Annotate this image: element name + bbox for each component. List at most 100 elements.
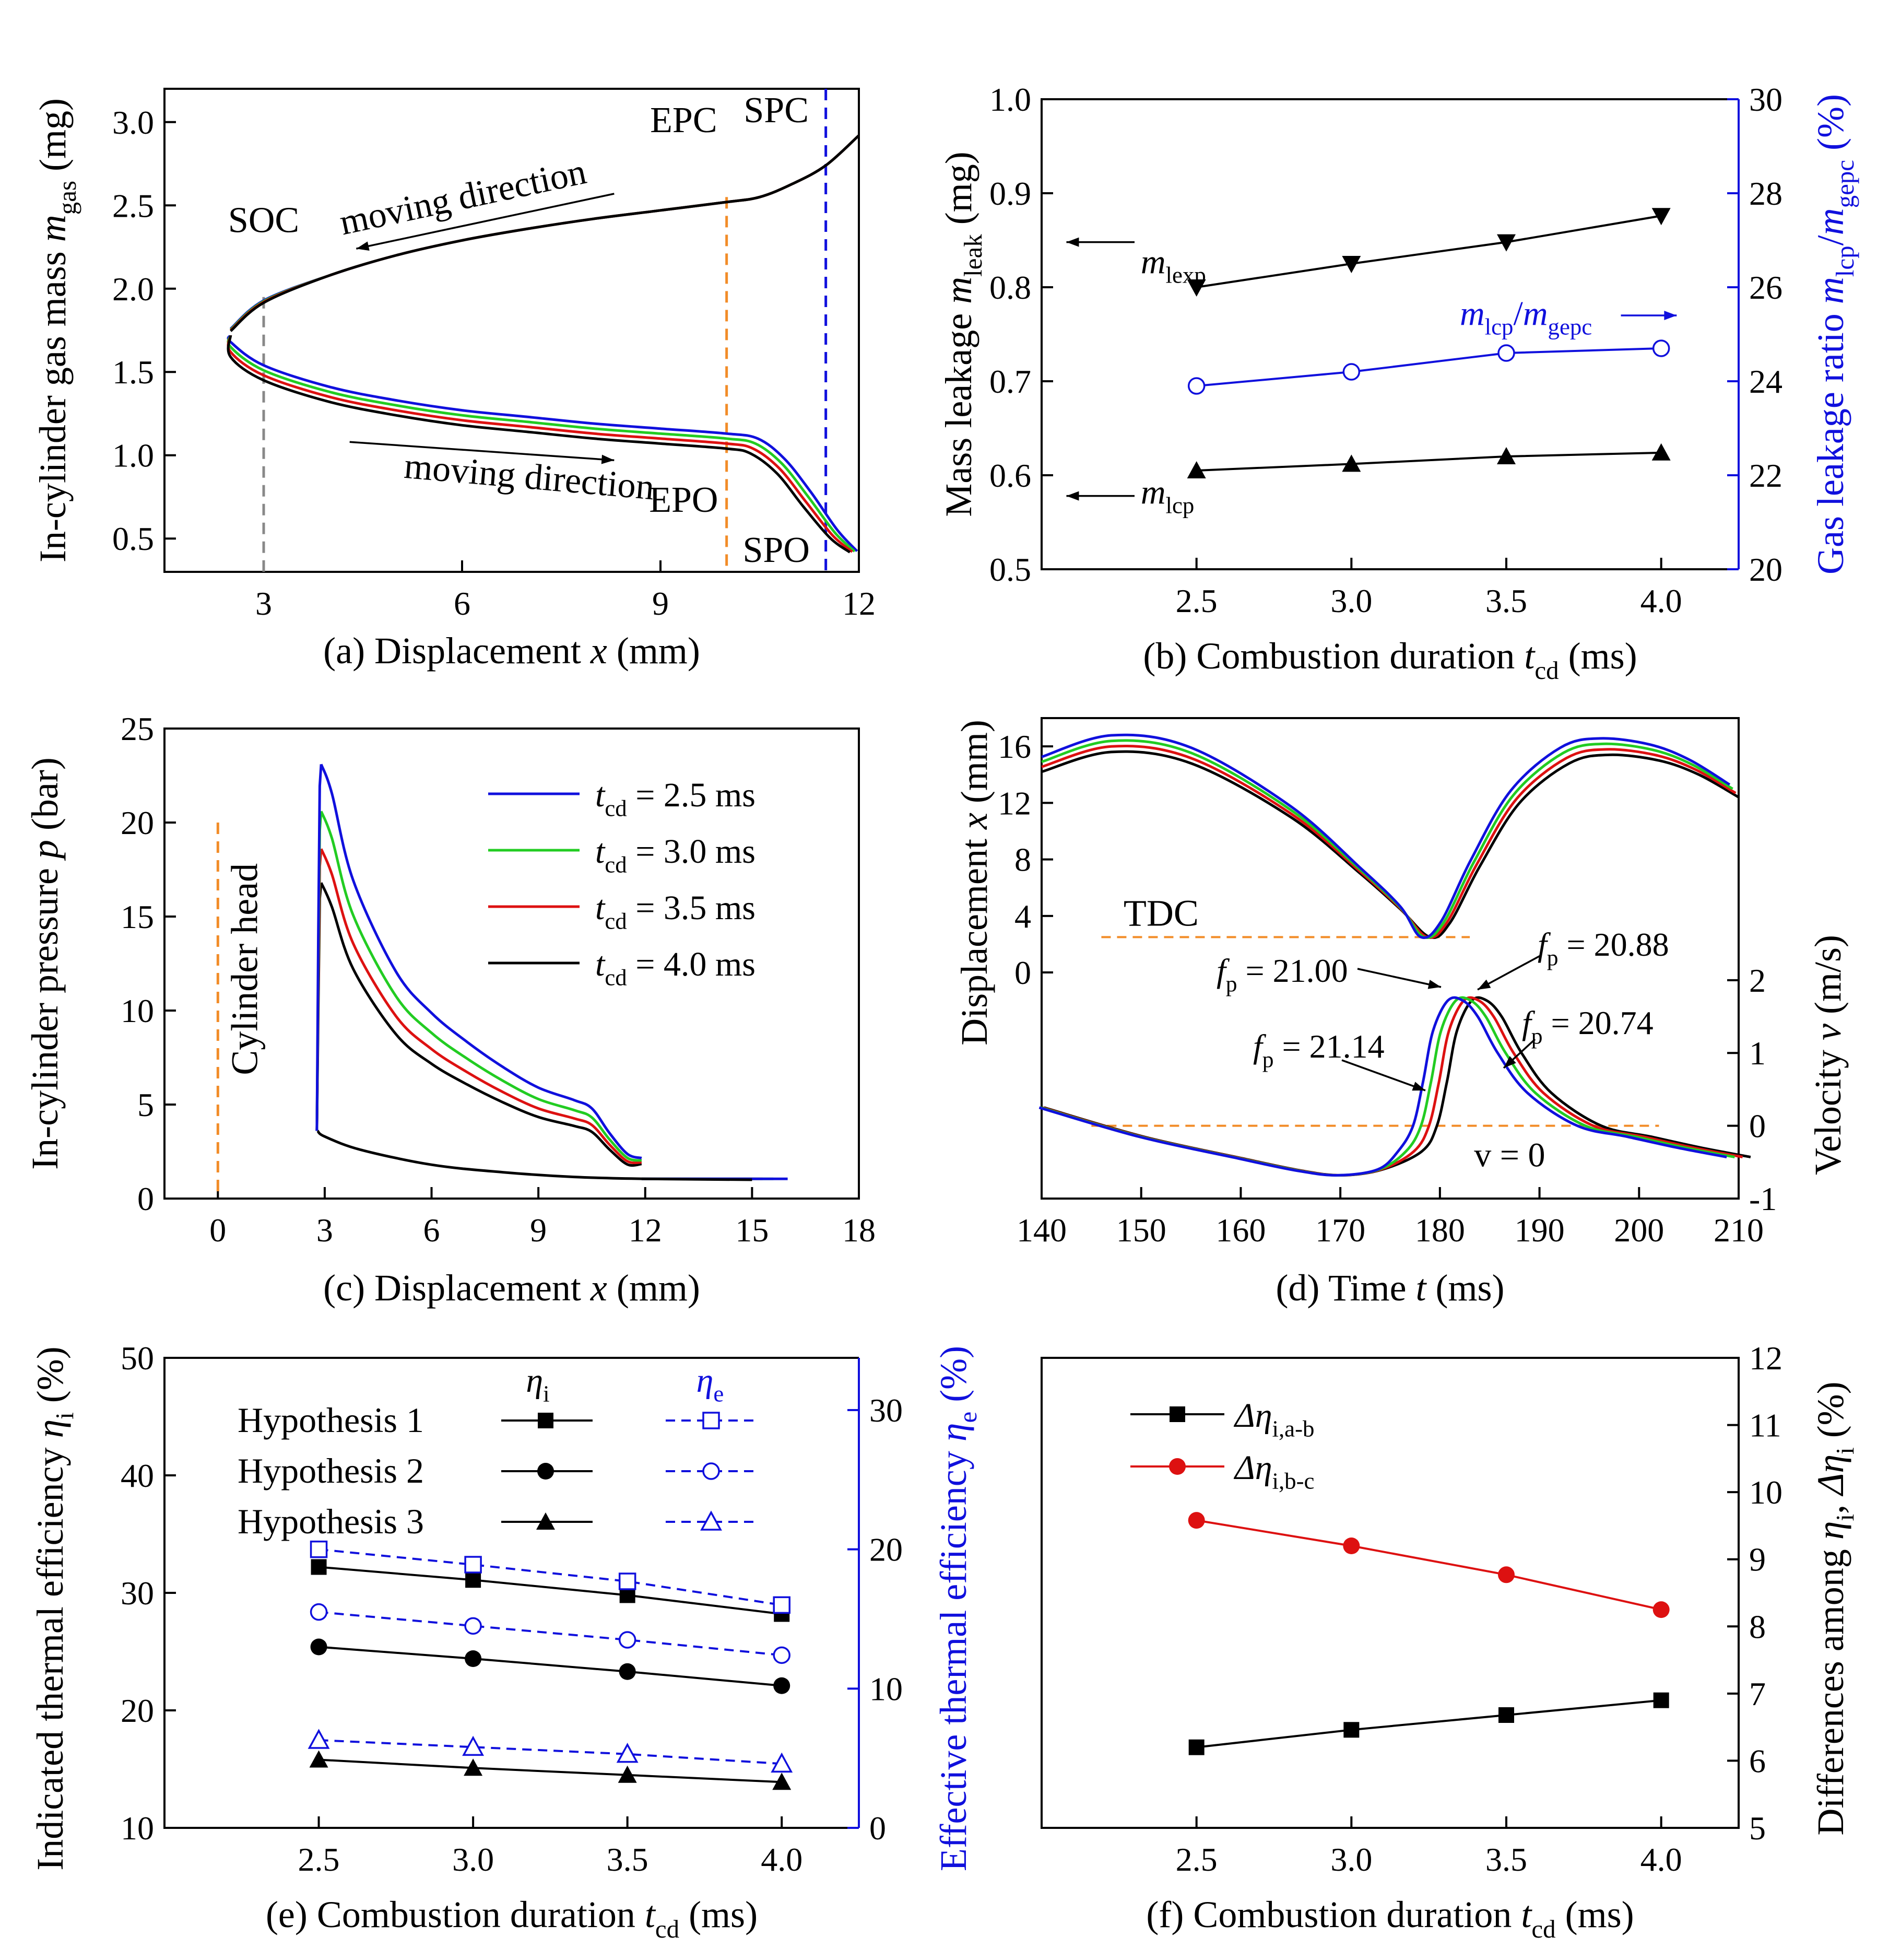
data-point-0-3 [1651, 208, 1671, 226]
y-tick-label: 50 [121, 1340, 154, 1377]
data-point-1-1 [1343, 1538, 1360, 1554]
label-part: (mm) [607, 630, 700, 672]
arrow-m-lcp-head [1066, 491, 1079, 501]
y-tick-label: 16 [998, 728, 1031, 765]
y-axis-label: Indicated thermal efficiency ηi (%) [29, 1346, 79, 1871]
label-part: t [595, 776, 606, 814]
y-tick-label: 15 [121, 898, 154, 935]
arrow-ratio-head [1664, 311, 1677, 320]
label-part: lexp [1166, 262, 1206, 288]
eta-e-point-0-2 [618, 1572, 636, 1590]
label-part: η [1810, 1521, 1851, 1540]
label-part: e [953, 1412, 982, 1423]
label-part: cd [1534, 656, 1559, 685]
label-part: m [938, 277, 979, 304]
y-tick-label: 0 [1014, 954, 1031, 991]
label-part: t [1524, 635, 1536, 677]
series-line-0 [1196, 1699, 1661, 1748]
label-part: Effective thermal efficiency [932, 1441, 974, 1871]
eta-i-line-2 [318, 1758, 782, 1783]
label-part: (mg) [938, 151, 979, 234]
y2-tick-label: 20 [1749, 551, 1782, 588]
eta-e-line-1 [318, 1611, 782, 1657]
y2-tick-label: 9 [1749, 1541, 1766, 1578]
x-tick-label: 12 [629, 1212, 662, 1249]
y-tick-label: 8 [1014, 841, 1031, 878]
data-point-1-3 [1652, 339, 1670, 357]
eta-e-point-1-2 [618, 1631, 636, 1649]
label-part: Mass leakage [938, 304, 979, 517]
label-part: x [953, 813, 995, 830]
y2-tick-label: 30 [869, 1392, 903, 1429]
label-part: (c) Displacement [323, 1267, 591, 1309]
label-part: m [32, 215, 74, 242]
series-expansion-1 [320, 811, 642, 1162]
x-tick-label: 3.5 [607, 1841, 648, 1878]
fp-label-0: fp = 21.14 [1253, 1028, 1385, 1072]
y2-tick-label: 28 [1749, 175, 1782, 212]
eta-e-point-0-0 [310, 1540, 328, 1558]
y-axis-label: Mass leakage mleak (mg) [938, 151, 987, 517]
label-part: = 4.0 ms [627, 945, 755, 983]
eta-i-point-1-3 [773, 1677, 790, 1694]
legend-label-0: Hypothesis 1 [238, 1400, 424, 1440]
label-part: x [590, 630, 607, 672]
x-tick-label: 9 [530, 1212, 547, 1249]
y2-tick-label: 30 [1749, 81, 1782, 118]
y2-axis-label: Differences among ηi, Δηi (%) [1810, 1381, 1859, 1835]
label-part: (ms) [679, 1894, 758, 1935]
data-point-0-1 [1342, 256, 1361, 273]
velocity-line-0 [1038, 996, 1727, 1177]
legend-label-1: Hypothesis 2 [238, 1451, 424, 1490]
label-part: (f) Combustion duration [1146, 1894, 1521, 1935]
x-tick-label: 18 [842, 1212, 876, 1249]
fp-label-2: fp = 20.88 [1538, 926, 1669, 970]
label-part: e [713, 1380, 724, 1406]
series-line-1 [1196, 1519, 1662, 1611]
label-part: Δη [1233, 1396, 1272, 1435]
label-part: In-cylinder gas mass [32, 242, 74, 562]
label-part: cd [1531, 1915, 1555, 1943]
epo-label: EPO [649, 480, 718, 520]
data-point-0-2 [1498, 1707, 1514, 1723]
plot-frame [1041, 717, 1740, 1200]
series-line-0 [1196, 215, 1662, 288]
label-part: leak [959, 234, 987, 277]
label-part: Δη [1233, 1449, 1272, 1487]
y-tick-label: 30 [121, 1575, 154, 1612]
legend-label-2: Hypothesis 3 [238, 1501, 424, 1541]
fp-label-1: fp = 21.00 [1217, 952, 1348, 996]
label-part: (%) [1810, 1381, 1851, 1447]
panel-caption: (a) Displacement x (mm) [323, 630, 700, 672]
fp-arrow-0 [1341, 1059, 1426, 1092]
legend-marker-i-1 [537, 1463, 554, 1480]
moving-direction-arrow-upper-head [356, 241, 370, 251]
panel-a-gas-mass-vs-displacement: 3 6 9 12 0.5 1.0 1.5 2.0 2.5 3.0 moving direction m… [32, 88, 876, 672]
label-part: Indicated thermal efficiency [29, 1438, 71, 1871]
y2-axis-label: Gas leakage ratio mlcp/mgepc (%) [1810, 94, 1859, 574]
y2-tick-label: 22 [1749, 457, 1782, 494]
y-tick-label: 1.0 [989, 81, 1031, 118]
y-tick-label: 2.0 [112, 271, 154, 308]
label-part: In-cylinder pressure [24, 859, 66, 1170]
y2-tick-label: 2 [1749, 962, 1766, 999]
plot-frame [1041, 1357, 1740, 1829]
label-part: cd [605, 795, 627, 821]
y-tick-label: 5 [137, 1086, 154, 1123]
label-part: (ms) [1559, 635, 1637, 677]
label-part: / [1810, 235, 1851, 245]
label-part: (%) [1810, 94, 1851, 160]
displacement-line-2 [1041, 745, 1737, 940]
label-m-lcp: mlcp [1141, 473, 1195, 518]
label-part: η [697, 1362, 714, 1400]
x-tick-label: 6 [423, 1212, 440, 1249]
y-tick-label: 1.0 [112, 437, 154, 474]
x-tick-label: 2.5 [1176, 582, 1218, 619]
tdc-label: TDC [1124, 892, 1199, 934]
data-point-2-3 [1651, 443, 1671, 461]
y2-tick-label: 8 [1749, 1608, 1766, 1645]
label-part: p [1531, 1024, 1543, 1049]
eta-i-point-2-2 [618, 1765, 637, 1783]
label-part: lcp [1831, 245, 1859, 277]
data-point-1-3 [1652, 1601, 1670, 1618]
